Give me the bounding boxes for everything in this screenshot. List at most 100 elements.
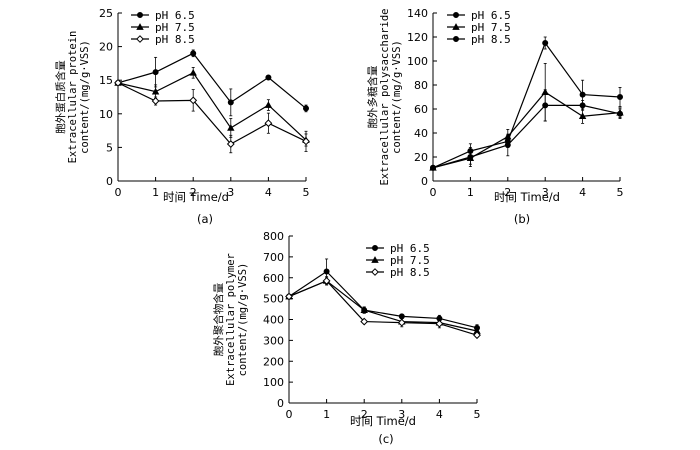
legend-marker [371,256,379,263]
x-tick-label: 1 [323,408,330,421]
x-tick-label: 4 [579,186,586,199]
legend-label: pH 8.5 [390,266,430,279]
series-line [432,91,621,169]
legend-marker [371,268,379,276]
y-tick-label: 5 [106,141,113,154]
y-tick-label: 0 [277,397,284,410]
series-line [288,270,478,329]
data-point [360,306,368,313]
x-tick-label: 0 [286,408,293,421]
data-point [189,68,197,76]
legend-label: pH 7.5 [390,254,430,267]
y-axis-label-line-1: 胞外聚合物含量 [212,282,225,356]
x-tick-label: 3 [227,186,234,199]
data-point [265,74,272,81]
y-tick-label: 20 [414,151,428,164]
series-ph-7-5 [114,67,310,147]
data-point [617,110,624,117]
y-tick-label: 200 [263,355,284,368]
data-point [151,87,160,95]
series-ph-6-5 [285,258,480,332]
x-tick-label: 5 [474,408,481,421]
data-point [264,101,273,108]
y-tick-label: 10 [99,108,113,121]
x-tick-label: 0 [430,186,437,199]
y-tick-label: 20 [99,41,113,54]
y-tick-label: 140 [407,7,428,20]
legend-marker [136,23,144,30]
x-axis-label: 时间 Time/d [494,190,560,204]
y-tick-label: 700 [263,251,284,264]
data-point [189,96,198,105]
y-tick-label: 120 [407,31,428,44]
series-line [432,104,621,169]
y-axis-label-line-2: Extracellular protein [67,31,79,164]
data-point [285,292,293,301]
legend: pH 6.5pH 7.5pH 8.5 [366,242,430,279]
legend-marker [452,36,459,43]
data-point [190,50,197,57]
x-axis-label: 时间 Time/d [163,190,229,204]
data-point [578,112,587,120]
series-line [117,72,307,141]
legend-marker [136,35,144,43]
y-tick-label: 800 [263,230,284,243]
legend-label: pH 6.5 [390,242,430,255]
panel-label: (b) [514,212,530,226]
series-ph-8-5 [285,276,481,340]
x-tick-label: 4 [265,186,272,199]
data-point [323,268,330,275]
data-point [151,97,160,105]
data-point [226,140,235,148]
legend-label: pH 8.5 [155,33,195,46]
data-point [579,91,586,98]
data-point [264,119,273,128]
legend-label: pH 7.5 [471,21,511,34]
series-ph-6-5 [429,36,624,171]
series-ph-7-5 [429,63,624,171]
data-point [322,276,331,285]
data-point [617,94,624,101]
y-tick-label: 300 [263,334,284,347]
y-axis-label-line-2: Extracellular polysaccharide [379,8,391,185]
y-axis-label-line-3: content/(mg/g·VSS) [79,40,91,154]
x-tick-label: 4 [436,408,443,421]
data-point [579,102,586,109]
legend-marker [452,11,459,18]
data-point [435,319,444,328]
data-point [360,317,369,326]
data-point [152,69,159,76]
data-point [302,137,310,146]
series-line [288,280,478,332]
legend-marker [136,11,143,18]
series-line [117,82,307,145]
legend-label: pH 6.5 [471,9,511,22]
legend: pH 6.5pH 7.5pH 8.5 [447,9,511,46]
data-point [227,99,234,106]
x-tick-label: 2 [361,408,368,421]
legend-marker [371,244,378,251]
y-axis-label-line-1: 胞外蛋白质含量 [54,60,67,134]
data-point [429,164,436,171]
y-tick-label: 0 [106,175,113,188]
x-tick-label: 0 [115,186,122,199]
y-tick-label: 600 [263,272,284,285]
y-tick-label: 15 [99,74,113,87]
data-point [542,40,549,47]
legend-label: pH 6.5 [155,9,195,22]
y-tick-label: 100 [263,376,284,389]
y-tick-label: 60 [414,103,428,116]
legend: pH 6.5pH 7.5pH 8.5 [131,9,195,46]
chart-panel-3: 0 100 200 300 400 500 600 700 800 0 1 2 3 4 5 时间 Time/d… [212,230,481,446]
series-ph-6-5 [115,49,309,117]
y-axis-label-line-3: content/(mg/g·VSS) [391,40,403,154]
data-point [473,331,481,340]
y-tick-label: 80 [414,79,428,92]
panel-label: (a) [197,212,213,226]
y-tick-label: 100 [407,55,428,68]
y-axis-label-line-3: content/(mg/g·VSS) [237,263,249,377]
x-tick-label: 3 [398,408,405,421]
data-point [467,153,474,160]
chart-panel-2: 0 20 40 60 80 100 120 140 0 1 2 3 4 5 时间 Time/d 胞外多糖含量 E… [366,7,624,226]
